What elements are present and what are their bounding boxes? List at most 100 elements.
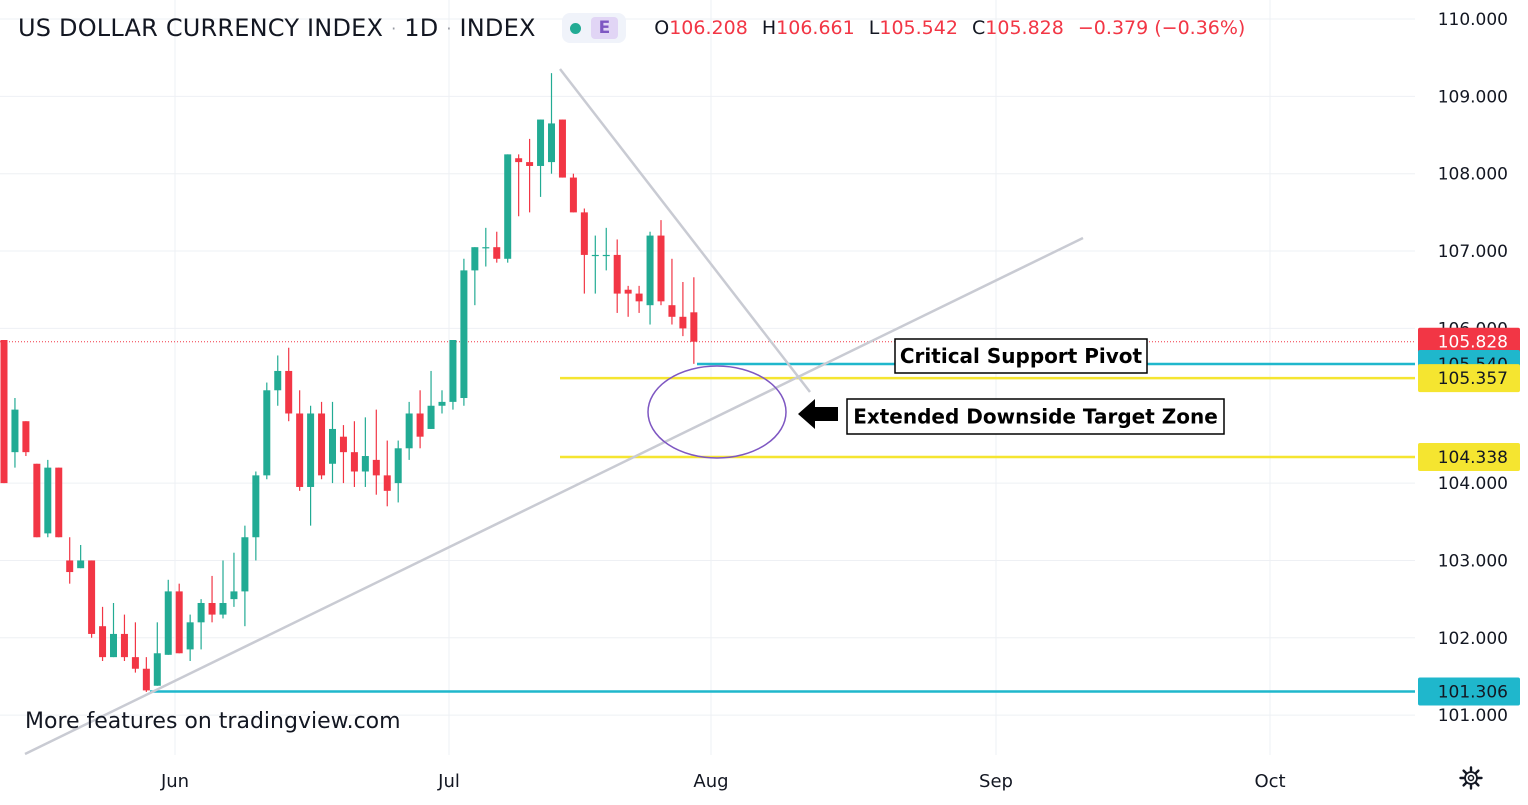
interval-label[interactable]: 1D [404, 14, 439, 42]
candle-body [493, 247, 501, 259]
candle [449, 340, 457, 410]
candle-body [285, 370, 293, 414]
candlestick-series [0, 73, 698, 692]
candle-body [164, 591, 172, 655]
target-zone-label-text: Extended Downside Target Zone [853, 405, 1218, 429]
candle-body [405, 413, 413, 449]
candle [44, 459, 52, 538]
candle-body [230, 591, 238, 600]
candle [66, 537, 74, 584]
candle [635, 285, 643, 313]
candle-body [329, 428, 336, 464]
candle [219, 560, 227, 619]
falling-trendline [559, 68, 811, 393]
candle [77, 544, 85, 569]
candle [668, 258, 676, 325]
candle-body [274, 370, 282, 391]
candle-body [602, 254, 610, 257]
candle-body [372, 459, 380, 476]
candle-body [131, 657, 139, 669]
candle-body [296, 413, 304, 487]
candle-body [515, 158, 523, 163]
price-tag-label: 101.306 [1438, 682, 1508, 702]
price-tick-label: 110.000 [1438, 10, 1508, 30]
price-tag-bg [1418, 364, 1520, 393]
price-tag: 105.357 [1418, 364, 1520, 393]
candle [383, 440, 391, 507]
candle-body [186, 622, 194, 650]
candle-body [219, 602, 227, 615]
candle-body [526, 162, 534, 166]
time-axis[interactable]: Jun Jul Aug Sep Oct [160, 771, 1286, 792]
candle [274, 355, 282, 406]
candle-body [383, 475, 391, 491]
candle [252, 471, 260, 561]
watermark-text[interactable]: More features on tradingview.com [25, 709, 401, 734]
time-tick-label: Jun [160, 771, 189, 792]
exchange-label: INDEX [459, 14, 536, 42]
candle-body [613, 254, 621, 294]
candle-body [646, 235, 654, 306]
candle [537, 119, 545, 197]
candle [657, 220, 665, 306]
separator: · [446, 18, 452, 38]
time-tick-label: Jul [437, 771, 460, 792]
chart-header: US DOLLAR CURRENCY INDEX · 1D · INDEX E … [18, 12, 1253, 44]
price-axis[interactable]: 110.000109.000108.000107.000106.000104.0… [1418, 10, 1520, 726]
candle [460, 258, 468, 406]
candle [120, 614, 128, 662]
market-status-icon [569, 22, 581, 34]
candle-body [668, 305, 676, 317]
eod-badge[interactable]: E [590, 17, 619, 39]
ohlc-change: −0.379 (−0.36%) [1077, 17, 1246, 39]
candle [405, 401, 413, 460]
time-tick-label: Aug [693, 771, 728, 792]
candle [493, 231, 501, 263]
candle-body [55, 467, 63, 538]
candle-body [460, 270, 468, 399]
time-tick-label: Oct [1254, 771, 1285, 792]
candle [22, 421, 30, 457]
candle [526, 138, 534, 213]
candle [11, 398, 19, 468]
target-zone-label-box [846, 398, 1225, 435]
candle-body [110, 633, 117, 658]
candle [285, 347, 293, 422]
candle-body [624, 289, 632, 294]
candle-body [394, 448, 402, 484]
candle-body [77, 560, 85, 569]
candle-body [548, 123, 555, 163]
candle [361, 417, 369, 487]
candle [471, 247, 479, 306]
candle [197, 599, 205, 650]
candle [339, 425, 347, 484]
candle [515, 154, 523, 217]
candle [504, 154, 512, 263]
candle [394, 440, 402, 503]
candle-body [153, 653, 161, 686]
candle [329, 401, 336, 484]
candle [263, 382, 271, 480]
gear-icon[interactable] [1458, 765, 1484, 791]
target-zone-label: Extended Downside Target Zone [846, 398, 1225, 435]
ohlc-values: O106.208 H106.661 L105.542 C105.828 −0.3… [654, 17, 1253, 39]
candle-body [537, 119, 545, 166]
candle-body [44, 467, 52, 534]
candle [318, 401, 326, 480]
candle-body [679, 316, 687, 329]
support-pivot-label-box [894, 338, 1148, 374]
candle-body [241, 537, 249, 592]
candle-body [482, 247, 490, 249]
candle [558, 119, 566, 178]
candle-body [263, 390, 271, 476]
candle [569, 173, 577, 213]
candle-body [99, 626, 107, 658]
price-tick-label: 103.000 [1438, 551, 1508, 571]
candle [55, 467, 63, 538]
status-badges[interactable]: E [561, 13, 627, 43]
symbol-title[interactable]: US DOLLAR CURRENCY INDEX [18, 14, 384, 42]
price-tick-label: 108.000 [1438, 165, 1508, 185]
candle-body [307, 413, 315, 487]
ohlc-high: H106.661 [761, 17, 855, 39]
